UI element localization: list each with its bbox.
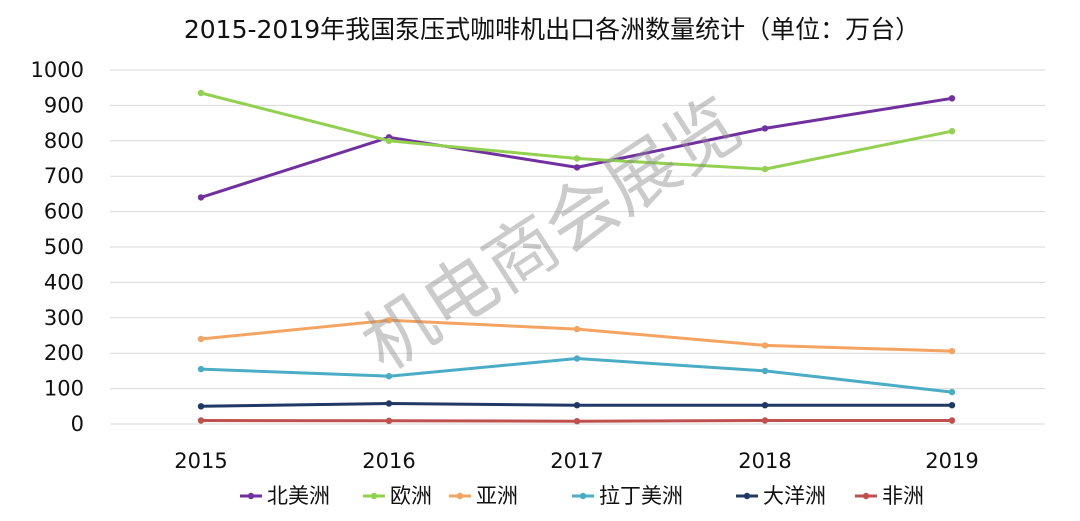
- series-亚洲: [197, 317, 956, 355]
- legend-item: 大洋洲: [736, 484, 826, 508]
- y-tick-label: 1000: [31, 58, 84, 82]
- data-point: [573, 355, 581, 362]
- legend-label: 亚洲: [476, 484, 518, 508]
- legend-label: 拉丁美洲: [599, 484, 683, 508]
- data-point: [385, 373, 393, 380]
- legend-swatch-marker: [579, 492, 587, 500]
- x-tick-label: 2018: [738, 449, 791, 473]
- data-point: [948, 347, 956, 355]
- x-tick-label: 2019: [925, 449, 978, 473]
- legend-swatch-marker: [370, 492, 378, 500]
- data-point: [761, 165, 769, 173]
- legend-swatch-marker: [247, 492, 255, 500]
- legend-item: 拉丁美洲: [572, 484, 683, 508]
- data-point: [948, 128, 956, 135]
- data-point: [197, 194, 205, 201]
- data-point: [573, 155, 581, 162]
- legend: 北美洲 欧洲 亚洲 拉丁美洲 大洋洲 非洲: [240, 484, 924, 508]
- x-tick-label: 2016: [362, 449, 415, 473]
- data-point: [761, 417, 769, 424]
- x-tick-label: 2015: [174, 449, 227, 473]
- data-point: [197, 89, 205, 97]
- series-line: [199, 318, 954, 353]
- legend-swatch-marker: [456, 492, 464, 500]
- data-point: [761, 402, 769, 409]
- y-axis-tick-labels: 0 100 200 300 400 500 600 700 800 900 1000: [31, 58, 84, 436]
- legend-item: 亚洲: [449, 484, 518, 508]
- data-point: [197, 365, 205, 373]
- watermark-text: 机电商会展览: [347, 81, 755, 387]
- data-point: [573, 325, 581, 333]
- data-point: [197, 335, 205, 343]
- series-欧洲: [197, 89, 956, 173]
- legend-label: 北美洲: [267, 484, 330, 508]
- legend-swatch-marker: [862, 492, 870, 500]
- y-tick-label: 400: [44, 270, 84, 294]
- y-tick-label: 900: [44, 93, 84, 117]
- data-point: [948, 402, 956, 409]
- y-tick-label: 0: [71, 412, 84, 436]
- data-point: [573, 418, 581, 425]
- data-point: [197, 417, 205, 424]
- data-point: [948, 388, 956, 396]
- legend-label: 大洋洲: [763, 484, 826, 508]
- data-point: [948, 95, 956, 102]
- y-tick-label: 200: [44, 341, 84, 365]
- series-北美洲: [197, 95, 956, 201]
- data-point: [761, 125, 769, 132]
- data-point: [761, 342, 769, 349]
- y-tick-label: 800: [44, 129, 84, 153]
- data-point: [385, 317, 393, 324]
- legend-swatch-marker: [743, 492, 751, 500]
- series-拉丁美洲: [197, 355, 956, 396]
- series-lines: [197, 89, 956, 425]
- series-line: [199, 357, 954, 394]
- series-大洋洲: [197, 400, 956, 410]
- data-point: [948, 417, 956, 424]
- chart-title: 2015-2019年我国泵压式咖啡机出口各洲数量统计（单位：万台）: [184, 15, 920, 44]
- y-tick-label: 600: [44, 200, 84, 224]
- gridlines: [110, 69, 1045, 425]
- legend-label: 欧洲: [390, 484, 432, 508]
- legend-item: 北美洲: [240, 484, 330, 508]
- data-point: [385, 417, 393, 424]
- data-point: [573, 164, 581, 171]
- data-point: [385, 400, 393, 407]
- data-point: [573, 402, 581, 409]
- x-tick-label: 2017: [550, 449, 603, 473]
- y-tick-label: 700: [44, 164, 84, 188]
- y-tick-label: 300: [44, 306, 84, 330]
- x-axis-tick-labels: 2015 2016 2017 2018 2019: [174, 449, 978, 473]
- data-point: [385, 137, 393, 144]
- series-非洲: [197, 417, 956, 425]
- y-tick-label: 100: [44, 377, 84, 401]
- y-tick-label: 500: [44, 235, 84, 259]
- legend-label: 非洲: [882, 484, 924, 508]
- data-point: [761, 367, 769, 375]
- data-point: [197, 403, 205, 410]
- legend-item: 欧洲: [363, 484, 432, 508]
- legend-item: 非洲: [855, 484, 924, 508]
